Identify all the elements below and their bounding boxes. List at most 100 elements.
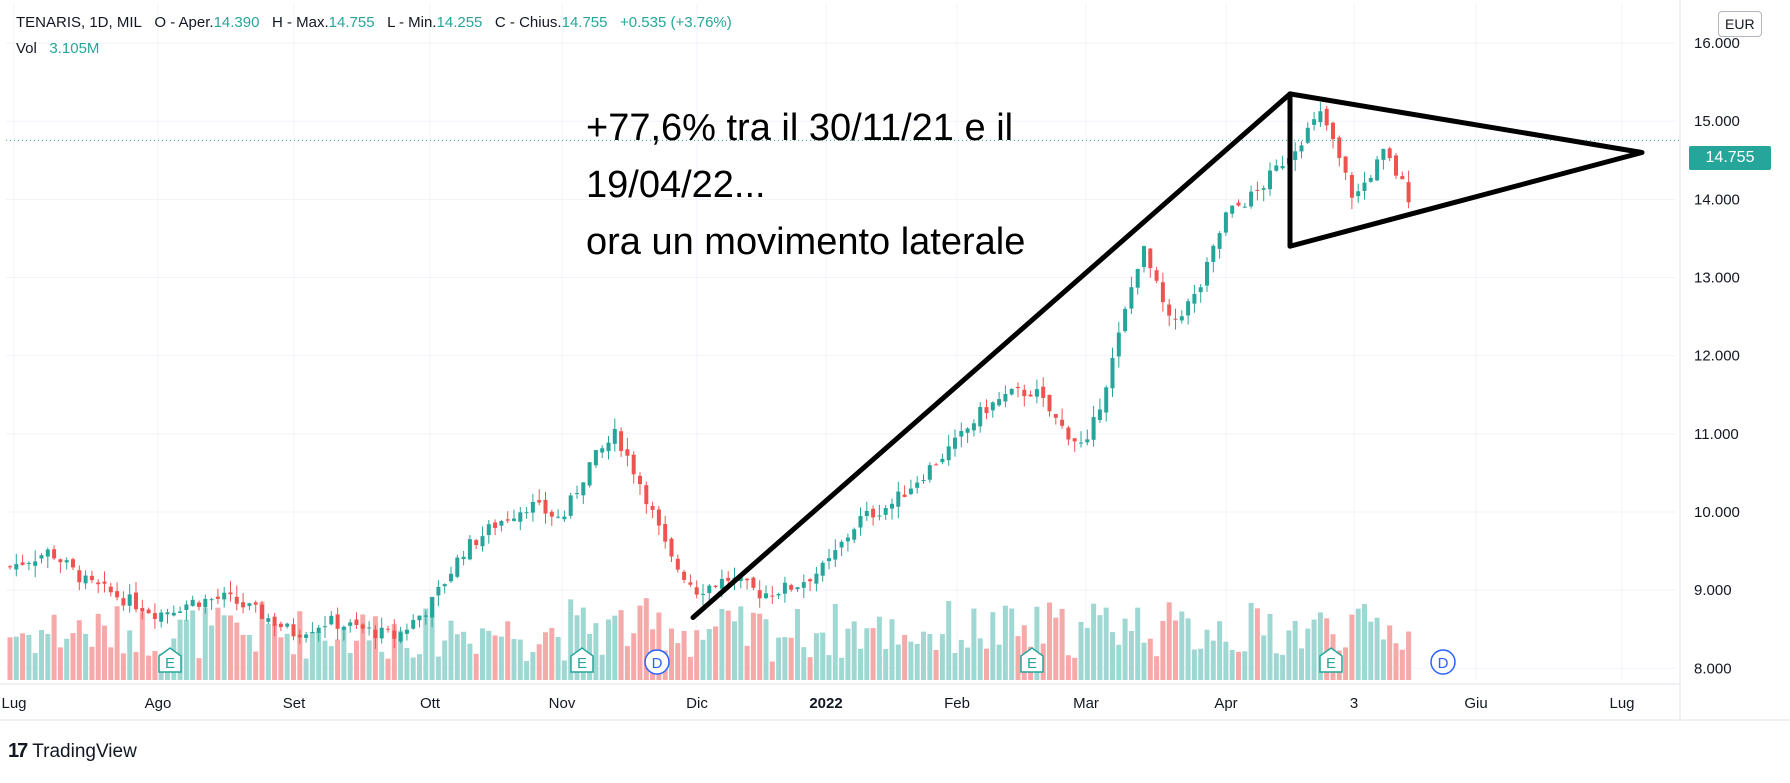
volume-bar: [1015, 636, 1021, 680]
candle-body: [260, 604, 264, 619]
volume-bar: [32, 653, 38, 680]
volume-bar: [1280, 654, 1286, 680]
volume-bar: [1217, 621, 1223, 680]
dividend-marker[interactable]: D: [644, 649, 670, 675]
candle-body: [581, 482, 586, 496]
volume-bar: [404, 648, 410, 680]
candle-body: [751, 577, 756, 588]
high-label: H - Max.: [271, 14, 329, 31]
volume-bar: [265, 623, 271, 680]
volume-bar: [1065, 655, 1071, 680]
event-marker-label: E: [1326, 655, 1336, 672]
volume-bar: [914, 643, 920, 680]
candle-body: [682, 571, 687, 580]
volume-bar: [984, 648, 989, 680]
volume-bar: [240, 634, 246, 680]
candle-body: [335, 614, 340, 629]
y-tick-label: 16.000: [1694, 35, 1740, 52]
candle-body: [1305, 127, 1310, 143]
candle-body: [455, 557, 460, 577]
candle-body: [215, 596, 220, 599]
volume-bar: [13, 636, 19, 680]
chart-annotation-text[interactable]: +77,6% tra il 30/11/21 e il 19/04/22... …: [586, 100, 1025, 271]
candle-body: [285, 623, 290, 627]
volume-bar: [744, 645, 750, 680]
earnings-marker[interactable]: E: [158, 647, 182, 673]
earnings-marker[interactable]: E: [1020, 647, 1044, 673]
candle-body: [757, 590, 762, 599]
candle-body: [253, 602, 258, 605]
candle-body: [1230, 205, 1235, 214]
y-tick-label: 15.000: [1694, 113, 1740, 130]
dividend-marker-shape: [644, 649, 670, 675]
candle-body: [953, 437, 957, 449]
candle-body: [323, 626, 327, 628]
low-label: L - Min.: [387, 14, 437, 31]
candle-body: [656, 509, 661, 526]
candle-body: [707, 585, 712, 594]
volume-bar: [536, 644, 542, 680]
candle-body: [1192, 293, 1197, 304]
candle-body: [398, 632, 403, 642]
volume-bar: [952, 653, 958, 680]
volume-bar: [114, 606, 120, 680]
volume-bar: [435, 656, 441, 680]
candle-body: [549, 511, 554, 517]
volume-bar: [555, 636, 561, 680]
volume-bar: [1072, 657, 1078, 680]
candle-body: [965, 428, 970, 433]
candle-body: [675, 558, 680, 570]
candle-body: [278, 623, 283, 628]
volume-bar: [309, 631, 315, 680]
candle-body: [1205, 261, 1209, 286]
earnings-marker[interactable]: E: [1319, 647, 1343, 673]
volume-bar: [732, 621, 737, 680]
trendline[interactable]: [690, 91, 1293, 620]
candle-body: [902, 494, 907, 497]
volume-bar: [423, 608, 429, 680]
volume-bar: [807, 657, 813, 680]
volume-bar: [120, 653, 126, 680]
candle-body: [1343, 156, 1348, 173]
candle-body: [1186, 301, 1191, 316]
volume-bar: [1173, 620, 1178, 680]
candle-body: [984, 407, 989, 414]
volume-bar: [316, 632, 322, 680]
volume-bar: [593, 623, 599, 680]
tradingview-brand[interactable]: 17 TradingView: [8, 740, 137, 763]
candle-body: [688, 582, 693, 585]
candle-body: [304, 634, 309, 638]
candle-body: [165, 612, 170, 615]
triangle-pattern[interactable]: [1287, 91, 1645, 249]
volume-bar: [341, 626, 347, 680]
volume-bar: [889, 619, 895, 680]
volume-bar: [1097, 615, 1103, 680]
candle-body: [474, 540, 479, 546]
annotation-line-1: +77,6% tra il 30/11/21 e il: [586, 107, 1014, 149]
candle-body: [1079, 442, 1083, 444]
candle-body: [178, 611, 183, 613]
volume-bar: [1387, 625, 1393, 680]
candle-body: [102, 581, 107, 584]
candle-body: [1268, 170, 1272, 190]
symbol-label: TENARIS, 1D, MIL: [16, 14, 142, 31]
candle-body: [423, 615, 428, 617]
x-tick-label: Ago: [145, 695, 172, 712]
volume-bar: [1317, 612, 1323, 680]
candle-body: [940, 458, 945, 463]
volume-bar: [1021, 625, 1027, 680]
volume-bar: [272, 624, 278, 680]
dividend-marker[interactable]: D: [1430, 649, 1456, 675]
currency-button[interactable]: EUR: [1718, 11, 1762, 37]
volume-bar: [769, 661, 775, 680]
volume-bar: [681, 631, 687, 680]
candle-body: [518, 512, 523, 522]
volume-bar: [1368, 621, 1374, 680]
earnings-marker[interactable]: E: [570, 647, 594, 673]
x-tick-label: Nov: [549, 695, 576, 712]
volume-bar: [549, 628, 555, 680]
candle-body: [1368, 177, 1373, 182]
candle-body: [493, 522, 498, 528]
